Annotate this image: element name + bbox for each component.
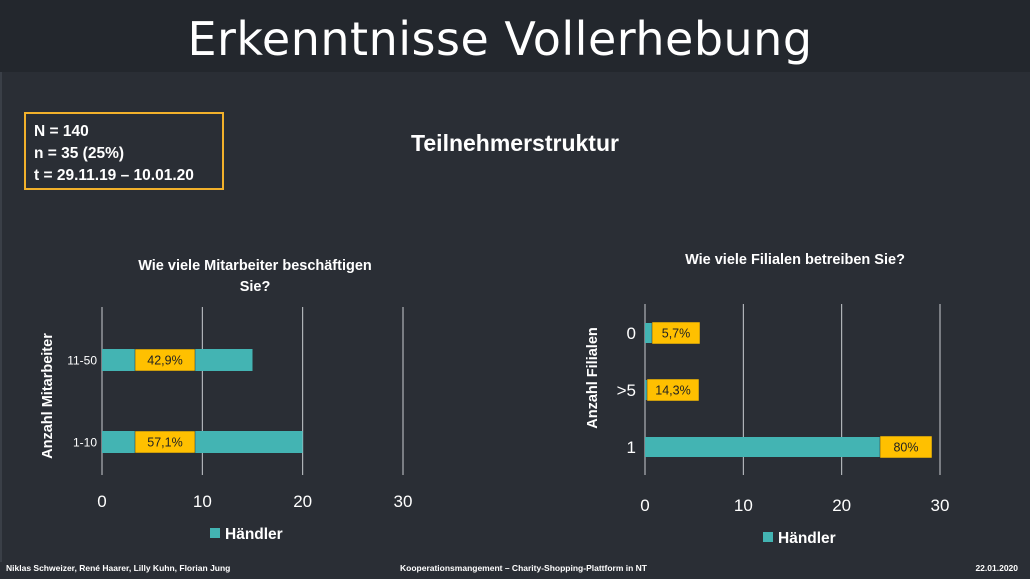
chart1-title: Wie viele Mitarbeiter beschäftigen Sie?: [115, 256, 395, 298]
chart1-x-tick-label: 10: [193, 492, 212, 511]
chart2-data-label: 80%: [893, 441, 918, 455]
chart1-category-label: 1-10: [73, 435, 97, 449]
left-divider: [0, 72, 2, 562]
footer-authors: Niklas Schweizer, René Haarer, Lilly Kuh…: [6, 563, 231, 573]
chart2-x-tick-label: 20: [832, 496, 851, 515]
chart1-title-line2: Sie?: [239, 279, 271, 295]
footer-project: Kooperationsmangement – Charity-Shopping…: [400, 563, 647, 573]
chart2-legend-label: Händler: [778, 530, 836, 547]
info-line-period: t = 29.11.19 – 10.01.20: [34, 167, 194, 184]
chart2-data-label: 5,7%: [662, 327, 691, 341]
sample-info-box: N = 140 n = 35 (25%) t = 29.11.19 – 10.0…: [24, 112, 224, 190]
footer-date: 22.01.2020: [975, 563, 1018, 573]
chart2-category-label: 1: [627, 438, 636, 457]
chart2-x-tick-label: 0: [640, 496, 649, 515]
chart2-category-label: 0: [627, 324, 636, 343]
chart2-x-tick-label: 30: [931, 496, 950, 515]
chart1-y-axis-label: Anzahl Mitarbeiter: [40, 333, 56, 459]
chart1-legend-label: Händler: [225, 526, 283, 543]
chart1-title-line1: Wie viele Mitarbeiter beschäftigen: [138, 258, 372, 274]
chart2-title: Wie viele Filialen betreiben Sie?: [685, 252, 905, 268]
chart2-legend-swatch: [763, 532, 773, 542]
chart2-data-label-bg: [646, 378, 700, 402]
chart2-x-tick-label: 10: [734, 496, 753, 515]
chart2-y-axis-label: Anzahl Filialen: [585, 327, 601, 429]
chart2-data-label-bg: [879, 435, 933, 459]
title-band: [0, 0, 1030, 72]
slide-subtitle: Teilnehmerstruktur: [411, 130, 619, 156]
chart2-category-label: >5: [617, 381, 636, 400]
chart1-x-tick-label: 0: [97, 492, 106, 511]
chart1-data-label-bg: [134, 430, 196, 454]
chart1-data-label: 57,1%: [147, 436, 182, 450]
slide-title: Erkenntnisse Vollerhebung: [187, 12, 813, 66]
chart1-data-label: 42,9%: [147, 354, 182, 368]
chart2-data-label-bg: [651, 321, 701, 345]
info-line-population: N = 140: [34, 123, 89, 140]
chart1-data-label-bg: [134, 348, 196, 372]
chart1-bar: [102, 431, 303, 453]
chart1-category-label: 11-50: [67, 353, 97, 367]
chart1-legend-swatch: [210, 528, 220, 538]
chart1-x-tick-label: 20: [293, 492, 312, 511]
chart1-x-tick-label: 30: [394, 492, 413, 511]
chart2-bar: [645, 437, 921, 457]
chart2-data-label: 14,3%: [655, 384, 690, 398]
info-line-sample: n = 35 (25%): [34, 145, 125, 162]
